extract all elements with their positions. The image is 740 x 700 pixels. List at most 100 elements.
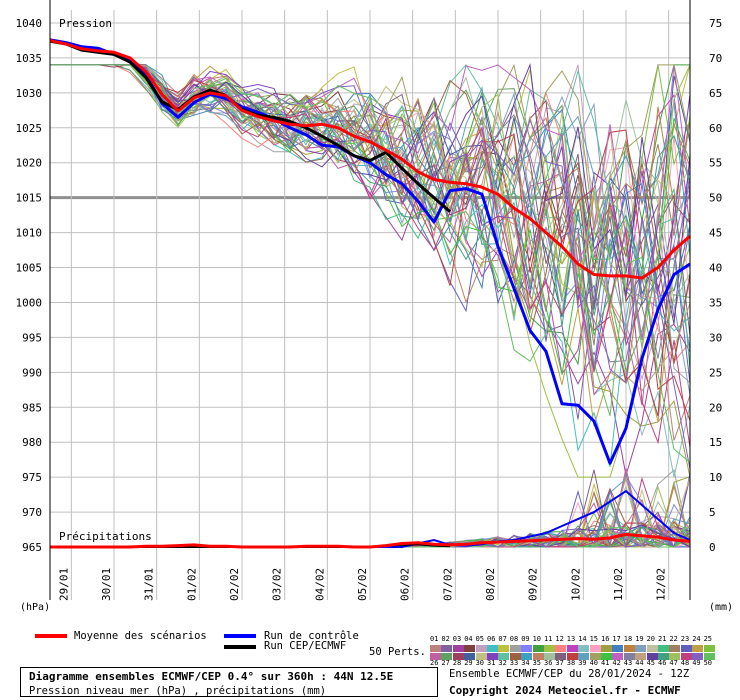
member-number: 16 [601,635,610,643]
left-tick-label: 985 [22,401,42,414]
member-swatch [669,645,681,652]
right-tick-label: 60 [709,122,722,135]
member-swatch [452,645,464,652]
left-tick-label: 970 [22,506,42,519]
member-number: 17 [612,635,621,643]
member-swatch [692,645,704,652]
member-number: 42 [612,659,621,667]
member-number: 04 [464,635,473,643]
member-swatch [703,653,715,660]
x-tick-label: 09/02 [527,568,540,601]
member-number: 40 [589,659,599,667]
member-number: 12 [555,635,564,643]
member-swatch [589,645,601,652]
member-swatch [601,645,612,652]
member-number: 01 [430,635,439,643]
member-swatch [555,645,567,652]
left-axis-unit: (hPa) [20,602,50,613]
member-number: 15 [589,635,599,643]
member-number: 41 [601,659,610,667]
member-number: 24 [692,635,701,643]
member-pressure-line [50,64,691,374]
member-pressure-line [50,64,691,256]
member-number: 09 [521,635,530,643]
left-tick-label: 1010 [16,227,43,240]
member-number: 20 [646,635,656,643]
member-number: 46 [658,659,667,667]
x-tick-label: 05/02 [356,568,369,601]
member-swatch [612,653,624,660]
member-swatch [509,645,521,652]
x-tick-label: 11/02 [612,568,625,601]
member-swatch [452,653,464,660]
member-swatch [475,653,487,660]
left-tick-label: 1015 [16,192,43,205]
member-swatch [692,653,704,660]
x-tick-label: 30/01 [100,568,113,601]
left-tick-label: 995 [22,331,42,344]
member-number: 43 [623,659,633,667]
right-tick-label: 35 [709,296,722,309]
left-tick-label: 1025 [16,122,43,135]
x-tick-label: 01/02 [185,568,198,601]
member-swatch [680,645,692,652]
member-swatch [441,653,453,660]
member-number: 28 [452,659,462,667]
member-number: 32 [498,659,507,667]
right-tick-label: 30 [709,331,722,344]
member-number: 44 [635,659,644,667]
member-number: 22 [669,635,678,643]
legend-mean-swatch [35,634,67,638]
member-pressure-line [50,64,691,299]
member-number: 30 [475,659,485,667]
member-number: 10 [532,635,542,643]
member-number: 49 [692,659,701,667]
right-axis-unit: (mm) [709,602,733,613]
member-number: 31 [487,659,496,667]
member-number: 45 [646,659,656,667]
member-swatch [430,645,441,652]
member-number: 50 [703,659,713,667]
left-tick-label: 1005 [16,262,43,275]
member-swatch [623,653,635,660]
member-swatch [646,645,658,652]
x-tick-label: 07/02 [441,568,454,601]
member-swatch [658,653,669,660]
member-swatch [441,645,453,652]
x-tick-label: 06/02 [399,568,412,601]
member-swatch [555,653,567,660]
member-number: 36 [544,659,553,667]
right-tick-label: 45 [709,227,722,240]
member-swatch [521,653,533,660]
right-tick-label: 55 [709,157,722,170]
x-tick-label: 04/02 [313,568,326,601]
member-swatch [532,653,544,660]
member-swatch [464,645,476,652]
member-swatch [623,645,635,652]
right-tick-label: 15 [709,436,722,449]
member-swatch [680,653,692,660]
left-tick-label: 1000 [16,296,43,309]
legend-mean-label: Moyenne des scénarios [74,630,207,642]
right-tick-label: 75 [709,17,722,30]
member-number: 34 [521,659,530,667]
left-tick-label: 980 [22,436,42,449]
member-number: 37 [555,659,564,667]
chart-title: Diagramme ensembles ECMWF/CEP 0.4° sur 3… [29,670,394,683]
member-number: 06 [487,635,496,643]
member-number: 02 [441,635,450,643]
precip-panel-label: Précipitations [59,530,152,543]
member-swatch [430,653,441,660]
member-swatch [658,645,669,652]
left-tick-label: 1030 [16,87,43,100]
member-pressure-line [50,64,691,463]
member-swatch [578,653,590,660]
right-tick-label: 65 [709,87,722,100]
right-tick-label: 40 [709,262,722,275]
member-swatch [635,653,647,660]
left-tick-label: 990 [22,366,42,379]
member-number: 14 [578,635,587,643]
member-pressure-line [50,64,691,314]
member-swatch [578,645,590,652]
